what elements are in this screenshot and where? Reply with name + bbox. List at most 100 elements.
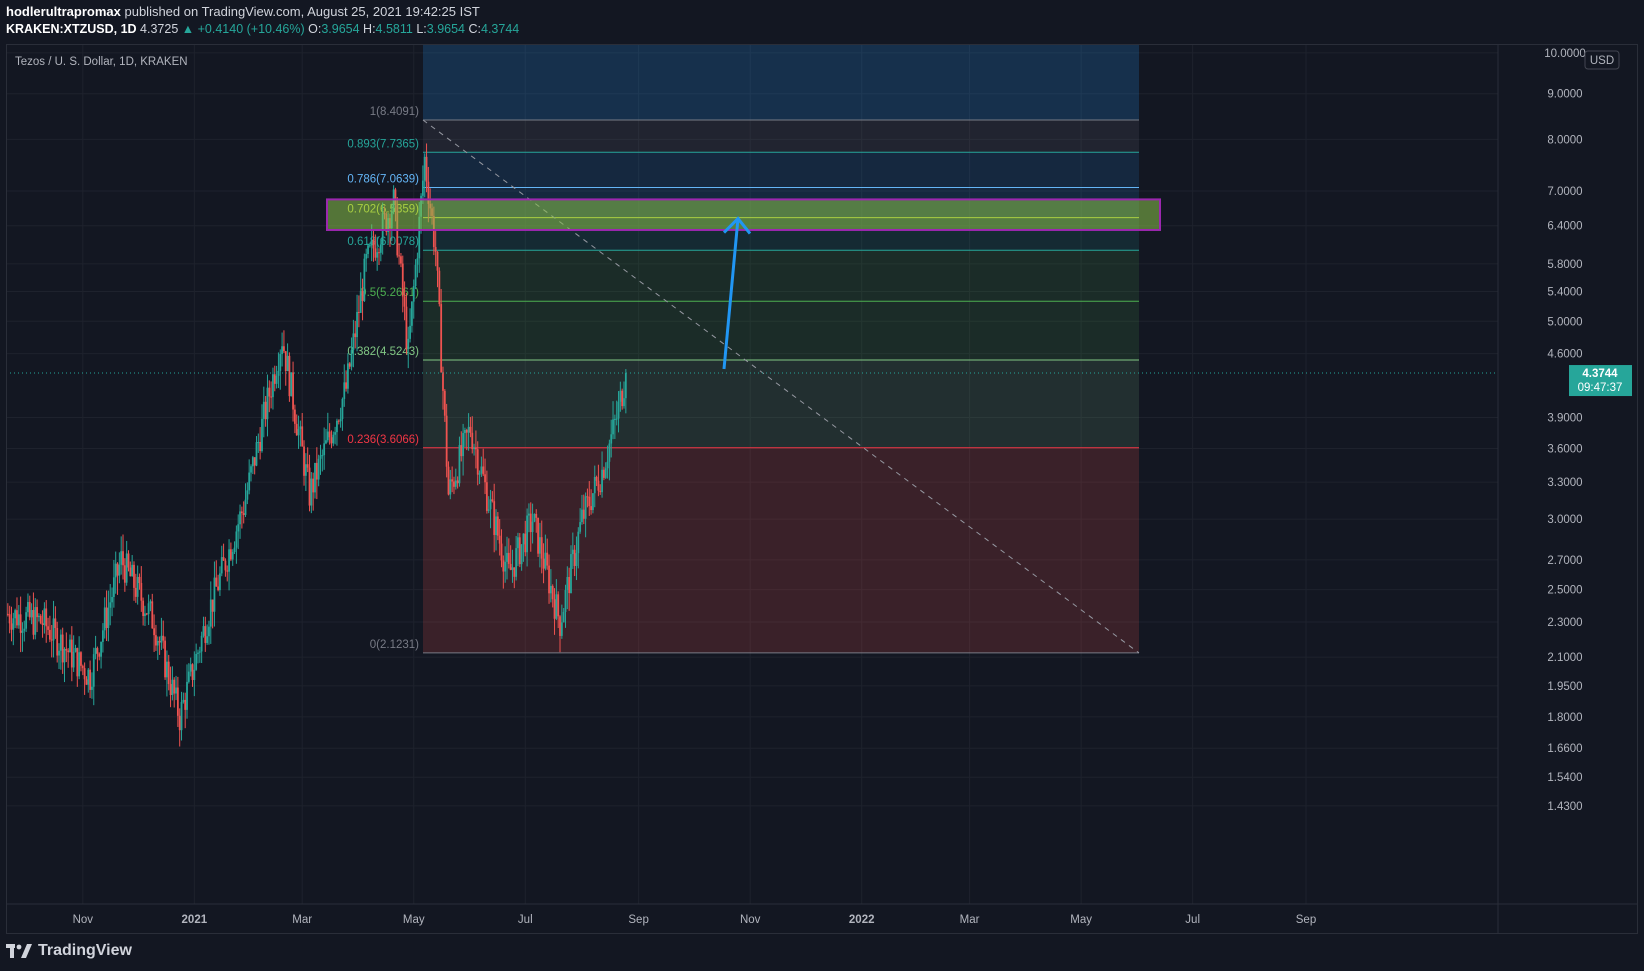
time-tick-label: Nov <box>740 914 761 926</box>
candle-body <box>191 664 194 681</box>
candle-body <box>76 648 79 677</box>
price-tick-label: 1.8000 <box>1547 712 1582 724</box>
candle-body <box>67 650 70 653</box>
candle-body <box>25 612 28 629</box>
candle-body <box>180 701 183 731</box>
low-label: L: <box>416 22 427 36</box>
candle-body <box>348 363 351 367</box>
ohlc-legend: KRAKEN:XTZUSD, 1D 4.3725 ▲ +0.4140 (+10.… <box>6 22 519 36</box>
candle-body <box>438 270 441 305</box>
price-tick-label: 1.4300 <box>1547 801 1582 813</box>
candle-body <box>506 552 508 562</box>
candle-body <box>162 635 165 641</box>
fib-zone <box>423 120 1139 153</box>
candle-body <box>224 560 227 571</box>
time-tick-label: Mar <box>960 914 980 926</box>
candle-body <box>281 346 283 355</box>
candle-body <box>460 445 463 457</box>
candle-body <box>315 462 318 480</box>
candle-body <box>301 426 304 447</box>
candle-body <box>21 630 24 633</box>
drawings[interactable] <box>6 198 1498 374</box>
candle-body <box>427 181 430 204</box>
candle-body <box>91 686 93 690</box>
time-axis[interactable]: Nov 2021 Mar May Jul Sep Nov 2022 Mar May Jul Sep <box>6 903 1638 926</box>
candle-body <box>229 549 232 560</box>
candle-body <box>509 563 512 570</box>
candle-body <box>138 576 141 584</box>
candle-body <box>445 415 448 467</box>
candle-body <box>610 434 613 444</box>
candle-body <box>475 447 477 450</box>
candle-body <box>312 478 315 493</box>
candle-body <box>69 639 71 653</box>
price-tick-label: 3.3000 <box>1547 477 1582 489</box>
fib-zone <box>423 152 1139 188</box>
candle-body <box>462 433 465 457</box>
candle-body <box>87 669 90 685</box>
fib-level-label: 1(8.4091) <box>370 106 419 118</box>
price-tick-label: 1.9500 <box>1547 681 1582 693</box>
candle-body <box>262 401 265 419</box>
candle-body <box>332 434 335 444</box>
candle-body <box>374 248 377 258</box>
candle-body <box>347 363 349 389</box>
candle-body <box>107 607 110 628</box>
candle-body <box>176 687 179 716</box>
candle-body <box>186 681 188 710</box>
price-tick-label: 10.0000 <box>1544 48 1586 60</box>
price-tick-label: 3.9000 <box>1547 412 1582 424</box>
candle-body <box>217 586 219 591</box>
candle-body <box>112 577 115 597</box>
candle-body <box>365 253 368 259</box>
candle-body <box>235 531 238 548</box>
target-arrow-head <box>722 216 752 235</box>
candle-body <box>286 355 289 372</box>
candle-body <box>582 509 585 519</box>
symbol-label[interactable]: KRAKEN:XTZUSD, 1D <box>6 22 137 36</box>
candle-body <box>136 576 139 597</box>
candle-body <box>606 461 609 469</box>
bar-countdown: 09:47:37 <box>1578 382 1623 394</box>
candle-body <box>6 613 9 615</box>
candle-body <box>608 443 611 462</box>
candle-body <box>140 583 143 601</box>
candle-body <box>560 622 563 636</box>
candle-body <box>83 668 86 680</box>
candle-body <box>495 516 497 535</box>
price-tick-label: 6.4000 <box>1547 221 1582 233</box>
candle-body <box>623 398 625 407</box>
candle-body <box>299 426 302 430</box>
candle-body <box>189 664 192 672</box>
candle-body <box>310 478 313 506</box>
candle-body <box>213 577 216 612</box>
candle-body <box>546 552 549 566</box>
candle-body <box>485 482 488 511</box>
candle-body <box>566 577 569 591</box>
open-label: O: <box>308 22 322 36</box>
candle-body <box>593 476 596 494</box>
candle-body <box>65 648 68 651</box>
candle-body <box>454 480 457 487</box>
tradingview-logo[interactable]: TradingView <box>6 942 132 960</box>
price-chart[interactable]: 1(8.4091)0.893(7.7365)0.786(7.0639)0.702… <box>0 0 1644 934</box>
candle-body <box>398 255 401 257</box>
author-name[interactable]: hodlerultrapromax <box>6 4 121 19</box>
candle-body <box>160 635 163 643</box>
candle-body <box>182 699 185 702</box>
candle-body <box>447 466 450 495</box>
currency-badge: USD <box>1584 50 1620 70</box>
candle-body <box>122 551 124 566</box>
candle-body <box>480 466 483 474</box>
time-tick-label: Sep <box>628 914 648 926</box>
candle-body <box>321 455 324 457</box>
candle-body <box>357 311 360 313</box>
candle-body <box>549 585 552 594</box>
candle-body <box>248 472 251 491</box>
candle-body <box>142 600 145 616</box>
candle-body <box>220 557 223 574</box>
time-tick-label: May <box>403 914 425 926</box>
price-axis[interactable]: 10.0000 9.0000 8.0000 7.0000 6.4000 5.8000 5.4… <box>1497 44 1632 934</box>
candle-body <box>59 634 62 651</box>
candle-body <box>317 458 320 480</box>
